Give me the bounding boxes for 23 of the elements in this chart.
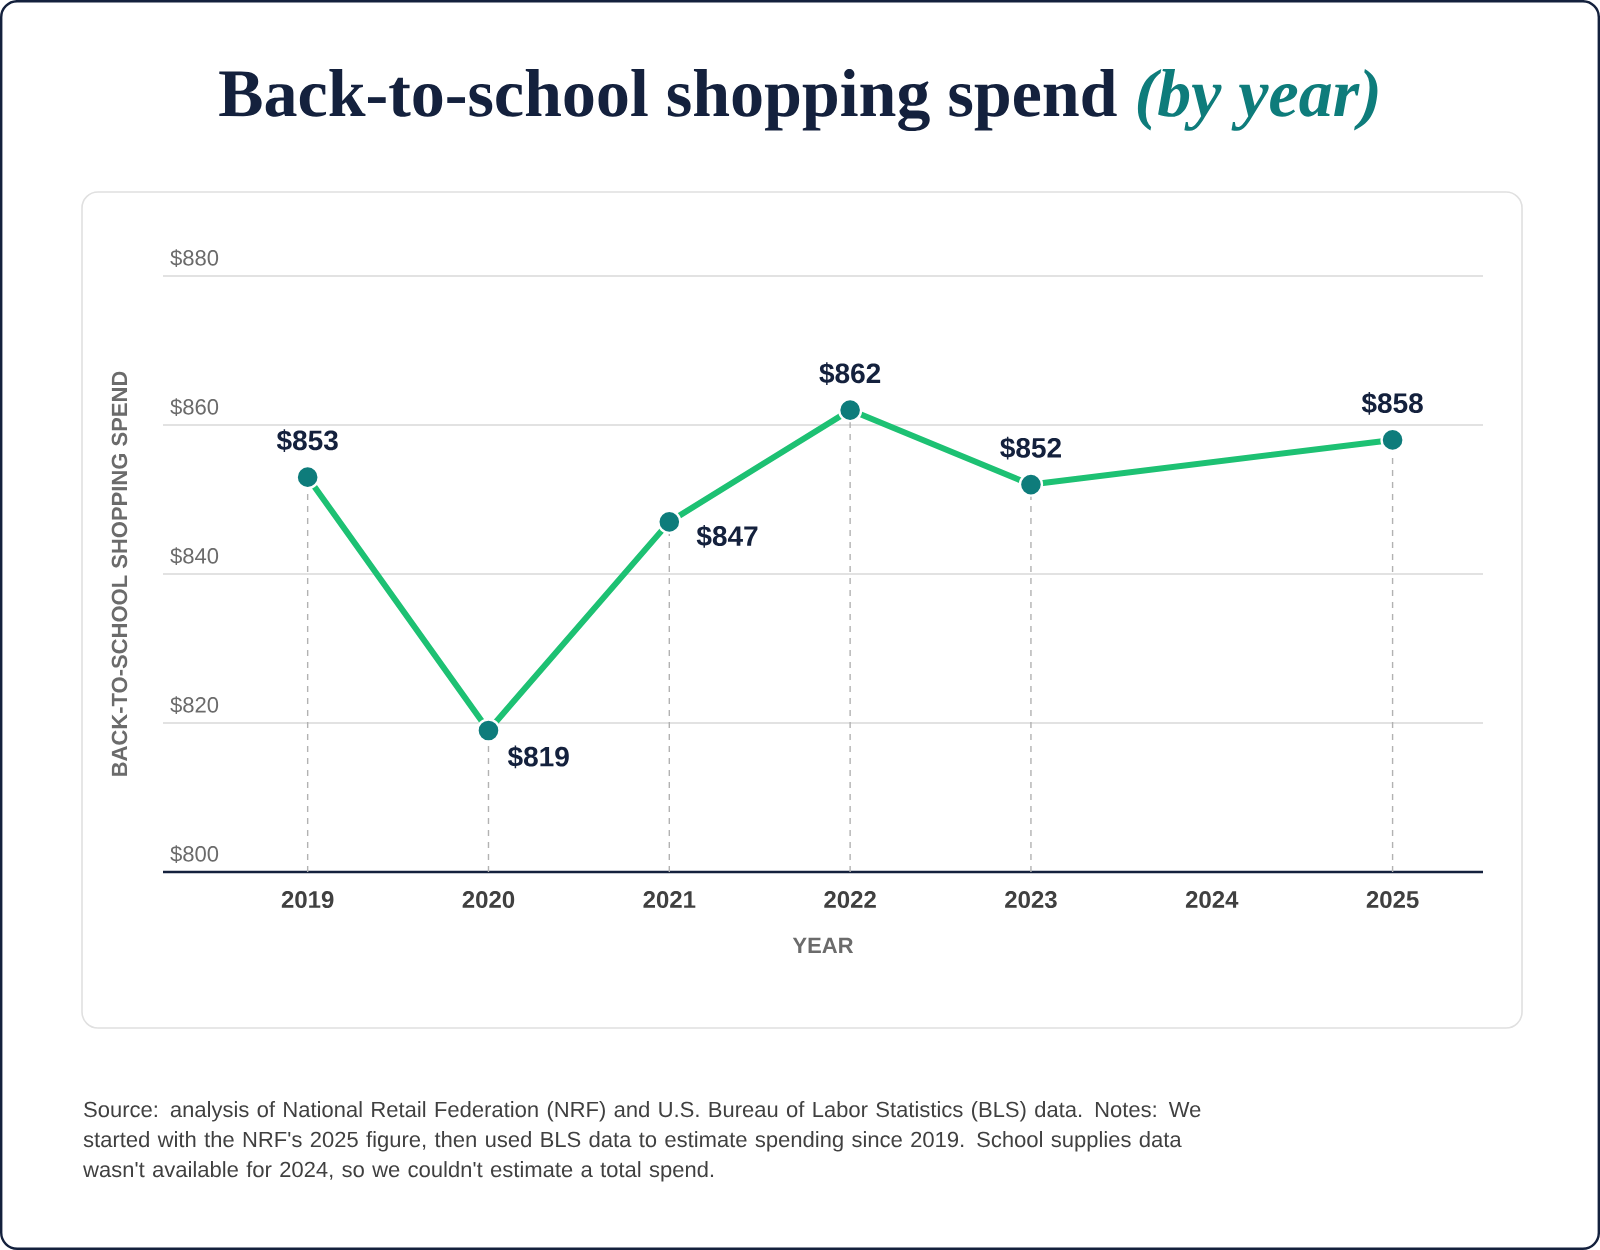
x-tick-label: 2021 <box>643 891 696 909</box>
y-tick-label: $860 <box>170 398 219 416</box>
data-label: $847 <box>696 524 758 548</box>
y-tick-label: $880 <box>170 249 219 267</box>
x-tick-label: 2020 <box>462 891 515 909</box>
chart-subtitle: (by year) <box>1137 68 1378 131</box>
data-label: $819 <box>507 745 569 769</box>
y-tick-label: $820 <box>170 696 219 714</box>
data-label: $862 <box>819 362 881 386</box>
x-axis-title: YEAR <box>792 937 854 953</box>
data-label: $853 <box>276 429 338 453</box>
y-tick-label: $840 <box>170 547 219 565</box>
x-tick-label: 2019 <box>281 891 334 909</box>
y-tick-label: $800 <box>170 845 219 863</box>
x-tick-label: 2024 <box>1185 891 1239 909</box>
data-label: $858 <box>1361 391 1423 415</box>
x-tick-label: 2023 <box>1005 891 1057 909</box>
x-tick-label: 2025 <box>1366 891 1419 909</box>
source-note: Source: analysis of National Retail Federation (NRF) and U.S. Bureau of Labor Statistics (BLS) data. Notes: We started with the NRF's 2025 figure, then used BLS data to estimate spending since 2019. School supplies data wasn't available for 2024, so we couldn't estimate a total spend. <box>83 1101 1201 1182</box>
y-axis-title: BACK-TO-SCHOOL SHOPPING SPEND <box>111 371 128 776</box>
data-label: $852 <box>1000 436 1061 460</box>
x-tick-label: 2022 <box>824 891 876 909</box>
chart-title: Back-to-school shopping spend <box>219 68 1117 132</box>
